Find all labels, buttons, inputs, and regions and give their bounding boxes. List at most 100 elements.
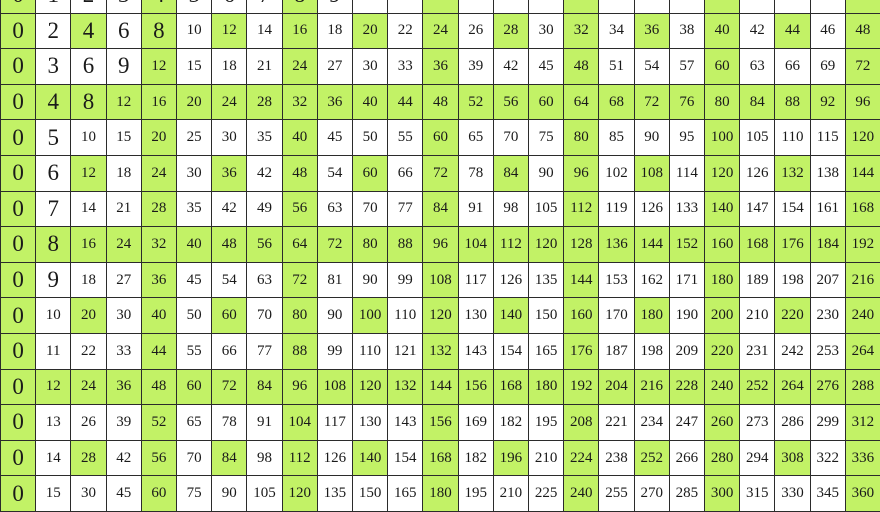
table-cell: 180: [633, 297, 670, 334]
table-cell: 80: [704, 83, 741, 121]
table-cell: 23: [809, 0, 846, 14]
table-cell: 210: [492, 475, 529, 512]
table-cell: 90: [528, 155, 565, 192]
table-cell: 216: [844, 261, 880, 299]
table-cell: 300: [704, 475, 741, 512]
table-cell: 168: [422, 439, 459, 477]
table-cell: 126: [492, 261, 529, 299]
table-cell: 108: [316, 368, 353, 406]
table-cell: 99: [316, 333, 353, 370]
table-cell: 144: [422, 368, 459, 406]
table-cell: 105: [246, 475, 283, 512]
table-cell: 20: [352, 12, 389, 50]
table-cell: 0: [0, 439, 37, 477]
table-cell: 0: [0, 48, 37, 85]
table-cell: 0: [0, 226, 37, 263]
table-cell: 27: [105, 261, 142, 299]
table-cell: 198: [633, 333, 670, 370]
table-cell: 80: [563, 119, 600, 156]
table-cell: 48: [563, 48, 600, 85]
table-cell: 75: [528, 119, 565, 156]
table-cell: 240: [844, 297, 880, 334]
table-cell: 247: [668, 404, 705, 441]
table-cell: 5: [35, 119, 72, 156]
table-cell: 110: [387, 297, 424, 334]
table-cell: 72: [422, 155, 459, 192]
table-cell: 44: [387, 83, 424, 121]
table-cell: 16: [281, 12, 318, 50]
table-cell: 330: [774, 475, 811, 512]
table-cell: 253: [809, 333, 846, 370]
table-cell: 220: [774, 297, 811, 334]
table-cell: 68: [598, 83, 635, 121]
table-cell: 10: [176, 12, 213, 50]
table-cell: 95: [668, 119, 705, 156]
table-cell: 120: [422, 297, 459, 334]
table-cell: 12: [35, 368, 72, 406]
table-cell: 11: [387, 0, 424, 14]
table-cell: 8: [70, 83, 107, 121]
table-cell: 216: [633, 368, 670, 406]
table-cell: 45: [528, 48, 565, 85]
table-cell: 19: [668, 0, 705, 14]
table-cell: 132: [387, 368, 424, 406]
table-cell: 112: [563, 190, 600, 228]
table-cell: 32: [140, 226, 177, 263]
table-cell: 336: [844, 439, 880, 477]
table-cell: 260: [704, 404, 741, 441]
table-cell: 12: [105, 83, 142, 121]
table-cell: 210: [528, 439, 565, 477]
table-cell: 360: [844, 475, 880, 512]
table-cell: 168: [739, 226, 776, 263]
table-cell: 100: [352, 297, 389, 334]
table-cell: 192: [844, 226, 880, 263]
table-cell: 84: [211, 439, 248, 477]
table-cell: 60: [422, 119, 459, 156]
table-cell: 48: [140, 368, 177, 406]
table-cell: 69: [809, 48, 846, 85]
table-cell: 176: [774, 226, 811, 263]
table-cell: 120: [352, 368, 389, 406]
table-cell: 96: [281, 368, 318, 406]
table-cell: 120: [844, 119, 880, 156]
table-cell: 132: [774, 155, 811, 192]
table-cell: 6: [70, 48, 107, 85]
table-cell: 198: [774, 261, 811, 299]
table-cell: 39: [105, 404, 142, 441]
table-cell: 4: [35, 83, 72, 121]
table-cell: 153: [598, 261, 635, 299]
table-cell: 14: [35, 439, 72, 477]
table-cell: 81: [316, 261, 353, 299]
table-cell: 1: [35, 0, 72, 14]
table-cell: 0: [0, 333, 37, 370]
table-cell: 144: [563, 261, 600, 299]
table-cell: 38: [668, 12, 705, 50]
table-cell: 285: [668, 475, 705, 512]
table-cell: 24: [844, 0, 880, 14]
table-cell: 102: [598, 155, 635, 192]
table-cell: 190: [668, 297, 705, 334]
table-cell: 114: [668, 155, 705, 192]
table-cell: 42: [739, 12, 776, 50]
table-cell: 308: [774, 439, 811, 477]
table-cell: 45: [105, 475, 142, 512]
table-cell: 273: [739, 404, 776, 441]
table-cell: 8: [35, 226, 72, 263]
table-cell: 15: [176, 48, 213, 85]
table-cell: 143: [457, 333, 494, 370]
table-cell: 160: [563, 297, 600, 334]
table-cell: 90: [352, 261, 389, 299]
table-cell: 24: [211, 83, 248, 121]
table-cell: 18: [316, 12, 353, 50]
table-cell: 11: [35, 333, 72, 370]
table-cell: 50: [352, 119, 389, 156]
table-cell: 17: [598, 0, 635, 14]
table-cell: 156: [422, 404, 459, 441]
table-cell: 16: [563, 0, 600, 14]
table-cell: 10: [35, 297, 72, 334]
table-cell: 88: [774, 83, 811, 121]
table-cell: 78: [211, 404, 248, 441]
table-cell: 110: [774, 119, 811, 156]
table-cell: 156: [457, 368, 494, 406]
table-cell: 28: [246, 83, 283, 121]
